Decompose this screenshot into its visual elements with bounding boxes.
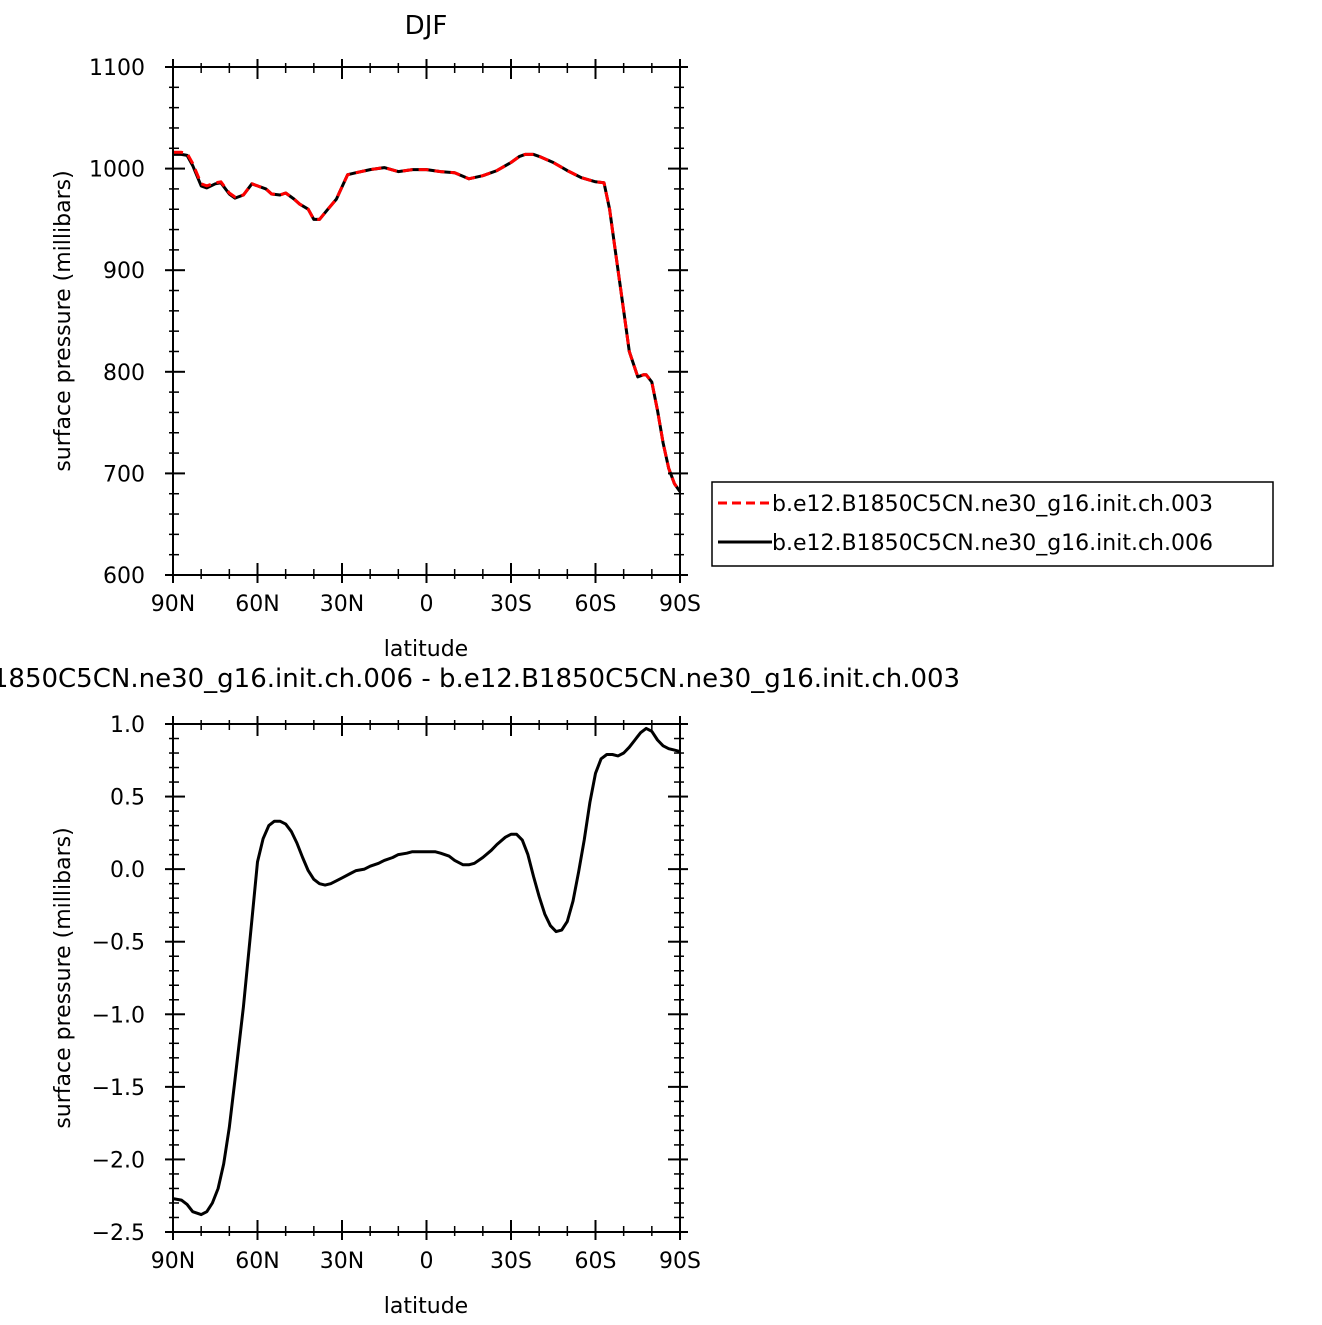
panel-top-chart: DJF surface pressure (millibars) latitud… [51, 11, 701, 662]
bottom-tick-labels: 90N 60N 30N 0 30S 60S 90S −2.5 −2.0 −1.5 −1.0 −0.5 0… [92, 713, 701, 1274]
bottom-y-tick-label: 0.5 [110, 786, 145, 811]
top-y-tick-label: 900 [103, 259, 145, 284]
top-x-tick-label: 0 [420, 592, 434, 617]
bottom-x-tick-label: 60S [575, 1249, 617, 1274]
bottom-plot-frame [172, 723, 681, 1233]
bottom-x-tick-label: 90N [151, 1249, 195, 1274]
top-axis-ticks [165, 59, 688, 583]
bottom-series-lines [172, 726, 681, 1217]
top-plot-frame [172, 66, 681, 576]
top-y-tick-label: 700 [103, 462, 145, 487]
bottom-y-tick-label: −0.5 [92, 931, 145, 956]
top-y-tick-label: 800 [103, 361, 145, 386]
bottom-y-tick-label: 0.0 [110, 858, 145, 883]
top-y-axis-title: surface pressure (millibars) [51, 170, 76, 471]
top-y-tick-label: 1100 [89, 56, 145, 81]
legend-label-series-003: b.e12.B1850C5CN.ne30_g16.init.ch.003 [772, 492, 1213, 517]
top-y-tick-label: 1000 [89, 158, 145, 183]
top-series-line-0 [173, 150, 682, 493]
top-x-tick-label: 60N [235, 592, 279, 617]
bottom-x-axis-title: latitude [384, 1294, 468, 1319]
legend-box [711, 481, 1274, 567]
top-y-tick-label: 600 [103, 564, 145, 589]
top-x-tick-label: 30N [320, 592, 364, 617]
bottom-x-tick-label: 30N [320, 1249, 364, 1274]
bottom-x-tick-label: 30S [490, 1249, 532, 1274]
top-x-tick-label: 60S [575, 592, 617, 617]
bottom-y-tick-label: −2.5 [92, 1221, 145, 1246]
bottom-x-tick-label: 90S [659, 1249, 701, 1274]
legend-label-series-006: b.e12.B1850C5CN.ne30_g16.init.ch.006 [772, 531, 1213, 556]
bottom-axis-ticks [165, 716, 688, 1240]
bottom-y-tick-label: −1.5 [92, 1076, 145, 1101]
top-x-axis-title: latitude [384, 637, 468, 662]
bottom-chart-title: b.e12.B1850C5CN.ne30_g16.init.ch.006 - b… [0, 664, 960, 694]
bottom-y-axis-title: surface pressure (millibars) [51, 827, 76, 1128]
panel-bottom-chart: b.e12.B1850C5CN.ne30_g16.init.ch.006 - b… [0, 664, 960, 1319]
bottom-y-tick-label: −1.0 [92, 1003, 145, 1028]
top-series-line-1 [173, 152, 682, 493]
top-tick-labels: 90N 60N 30N 0 30S 60S 90S 600 700 800 900 1000 1100 [89, 56, 701, 617]
bottom-x-tick-label: 60N [235, 1249, 279, 1274]
bottom-y-tick-label: −2.0 [92, 1148, 145, 1173]
top-chart-title: DJF [405, 11, 448, 41]
bottom-x-tick-label: 0 [420, 1249, 434, 1274]
bottom-y-tick-label: 1.0 [110, 713, 145, 738]
legend: b.e12.B1850C5CN.ne30_g16.init.ch.003 b.e… [711, 481, 1274, 567]
top-x-tick-label: 90S [659, 592, 701, 617]
top-x-tick-label: 30S [490, 592, 532, 617]
top-x-tick-label: 90N [151, 592, 195, 617]
bottom-series-line-0 [172, 726, 681, 1217]
top-series-lines [173, 150, 682, 493]
